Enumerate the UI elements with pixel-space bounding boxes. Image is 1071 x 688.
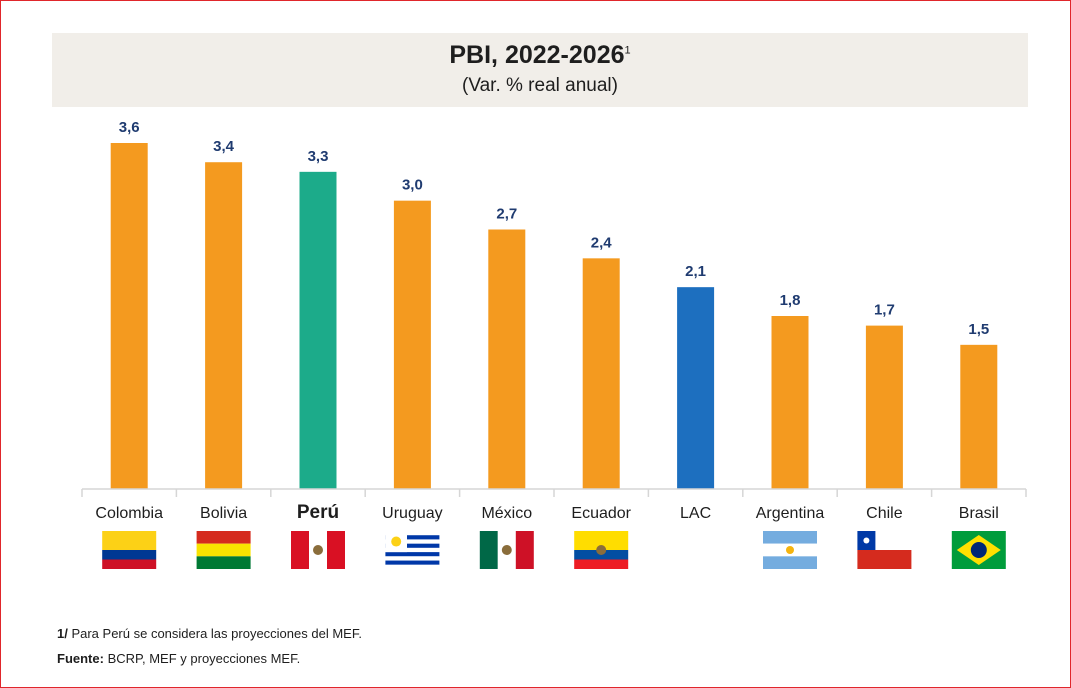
bar-argentina [771,316,809,489]
value-label: 1,8 [780,292,801,309]
flag-stripe [763,531,817,544]
bar-uruguay [393,200,431,489]
footnote-text: Para Perú se considera las proyecciones … [67,626,362,641]
bar-perú [299,171,337,490]
flag-stripe [385,552,440,557]
flag-stripe [196,543,251,557]
flag-stripe [763,556,817,569]
value-label: 1,5 [968,321,989,338]
chart-title-text: PBI, 2022-2026 [449,41,625,69]
value-label: 1,7 [874,302,895,319]
flag-stripe [385,547,440,553]
bar-chart: 3,6 Colombia 3,4 Bolivia 3,3 Perú 3,0 Uruguay 2,… [81,119,1027,569]
coat-of-arms-icon [501,545,512,555]
flag-stripe [479,531,498,569]
bar-lac [677,287,715,489]
value-label: 2,4 [591,234,613,251]
flag-stripe [196,556,251,569]
flag-stripe [385,543,440,548]
bar-brasil [960,344,998,489]
bar-méxico [488,229,526,489]
flag-globe [970,542,987,558]
chile-flag [857,531,912,569]
chart-title: PBI, 2022-20261 [52,41,1028,70]
ecuador-flag [574,531,629,569]
colombia-flag [102,531,157,569]
sun-icon [391,536,402,547]
footnote-source: Fuente: BCRP, MEF y proyecciones MEF. [57,651,300,666]
mexico-flag [479,531,534,569]
category-label: LAC [680,505,711,522]
title-band: PBI, 2022-20261 (Var. % real anual) [52,33,1028,107]
footnote-note: 1/ Para Perú se considera las proyeccion… [57,626,362,641]
flag-stripe [385,539,440,544]
footnote-marker: 1/ [57,626,68,641]
flag-stripe [291,531,309,569]
flag-stripe [196,531,251,544]
category-label: Uruguay [382,505,442,522]
bar-ecuador [582,258,620,489]
title-footnote-marker: 1 [624,44,631,57]
category-label: Perú [297,502,339,523]
value-label: 3,6 [119,119,140,136]
flag-stripe [102,531,157,550]
flag-stripe [385,531,440,536]
flag-stripe [327,531,345,569]
bar-colombia [110,143,148,489]
value-label: 2,1 [685,263,706,280]
value-label: 3,4 [213,138,235,155]
coat-of-arms-icon [596,545,607,555]
bar-bolivia [205,162,243,489]
flag-stripe [102,559,157,569]
star-icon [863,537,870,544]
flag-stripe [385,556,440,561]
sun-icon [786,546,794,554]
flag-stripe [574,531,629,550]
flag-stripe [515,531,534,569]
flag-stripe [857,550,912,569]
uruguay-flag [385,531,440,569]
value-label: 3,3 [308,148,329,165]
flag-stripe [385,560,440,565]
brazil-flag [951,531,1006,569]
category-label: México [481,505,532,522]
flag-stripe [102,550,157,560]
chart-subtitle: (Var. % real anual) [462,75,618,96]
category-label: Brasil [959,505,999,522]
bolivia-flag [196,531,251,569]
bar-chile [865,325,903,489]
value-label: 2,7 [496,206,517,223]
flag-stripe [574,559,629,569]
category-label: Bolivia [200,505,247,522]
category-label: Ecuador [571,505,631,522]
value-label: 3,0 [402,177,423,194]
argentina-flag [763,531,817,569]
flag-stripe [385,564,440,569]
source-label: Fuente: [57,651,104,666]
category-label: Chile [866,505,903,522]
category-label: Argentina [756,505,825,522]
peru-flag [291,531,345,569]
category-label: Colombia [95,505,163,522]
flag-stripe [385,535,440,540]
coat-of-arms-icon [313,545,323,555]
source-text: BCRP, MEF y proyecciones MEF. [103,651,301,666]
